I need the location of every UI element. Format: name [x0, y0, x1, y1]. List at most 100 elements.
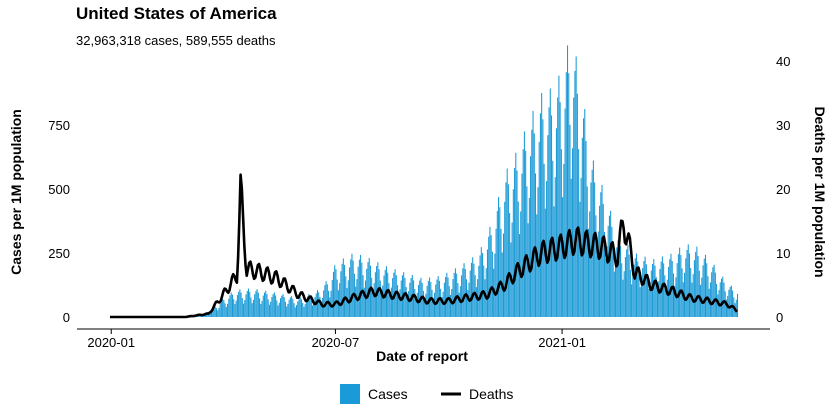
- cases-bar: [530, 156, 532, 317]
- cases-bar: [674, 285, 676, 317]
- cases-bar: [257, 292, 259, 317]
- cases-bar: [289, 297, 291, 317]
- cases-bar: [443, 282, 445, 317]
- cases-bar: [711, 272, 713, 317]
- cases-bar: [373, 283, 375, 317]
- cases-bar: [463, 263, 465, 317]
- cases-bar: [246, 290, 248, 317]
- cases-bar: [649, 281, 651, 317]
- cases-bar: [627, 244, 629, 317]
- cases-bar: [431, 289, 433, 317]
- cases-bar: [594, 182, 596, 317]
- cases-bar: [348, 267, 351, 317]
- cases-bar: [702, 265, 704, 317]
- cases-bar: [213, 306, 215, 317]
- cases-bar: [607, 225, 609, 317]
- cases-bar: [249, 291, 251, 317]
- cases-bar: [686, 249, 688, 317]
- cases-bar: [324, 285, 326, 317]
- cases-bar: [645, 264, 647, 317]
- cases-bar: [224, 303, 226, 317]
- cases-bar: [318, 292, 320, 317]
- cases-bar: [390, 287, 392, 317]
- cases-bar: [565, 72, 567, 317]
- cases-bar: [251, 303, 253, 317]
- cases-bar: [571, 148, 573, 317]
- cases-bar: [511, 222, 513, 317]
- cases-bar: [286, 306, 288, 317]
- cases-bar: [635, 253, 638, 317]
- cases-bar: [293, 303, 295, 317]
- cases-bar: [314, 296, 316, 317]
- y-right-axis-title: Deaths per 1M population: [812, 106, 828, 277]
- cases-bar: [590, 182, 592, 317]
- cases-bar: [341, 263, 343, 317]
- cases-bar: [426, 285, 428, 317]
- x-tick-label: 2020-01: [87, 335, 135, 350]
- cases-bar: [427, 280, 429, 317]
- cases-bar: [732, 290, 734, 317]
- cases-bar: [518, 234, 521, 317]
- cases-bar: [583, 118, 585, 317]
- cases-bar: [559, 102, 561, 318]
- cases-bar: [576, 93, 578, 317]
- cases-bar: [717, 294, 719, 317]
- cases-bar: [596, 246, 598, 317]
- cases-bar: [618, 235, 620, 317]
- cases-bar: [574, 70, 576, 317]
- x-tick-label: 2021-01: [538, 335, 586, 350]
- cases-bar: [656, 288, 658, 317]
- cases-bar: [482, 253, 484, 317]
- cases-bar: [569, 124, 571, 317]
- cases-bar: [509, 212, 511, 317]
- cases-bar: [245, 294, 247, 317]
- cases-bar: [278, 302, 280, 317]
- cases-bar: [362, 275, 364, 317]
- cases-bar: [550, 115, 553, 318]
- cases-bar: [382, 285, 384, 317]
- cases-bar: [490, 235, 492, 317]
- cases-bar: [489, 226, 491, 317]
- cases-bar: [437, 276, 439, 317]
- cases-bar: [729, 286, 731, 317]
- cases-bar: [515, 152, 517, 317]
- y-right-axis-ticks: 0 10 20 30 40: [776, 54, 790, 325]
- cases-bar: [452, 279, 454, 317]
- cases-bar: [679, 247, 681, 317]
- cases-bar: [475, 287, 477, 317]
- cases-bar: [198, 316, 200, 317]
- cases-bar: [626, 249, 628, 317]
- cases-bar: [296, 305, 298, 317]
- cases-bar: [728, 289, 730, 317]
- cases-bar: [342, 258, 344, 317]
- cases-bar: [234, 303, 236, 317]
- cases-bar: [512, 189, 514, 317]
- cases-bar: [690, 268, 692, 317]
- cases-bar: [603, 231, 606, 317]
- cases-bar: [495, 228, 497, 317]
- cases-bar: [211, 309, 213, 317]
- cases-bar: [302, 303, 304, 317]
- cases-bar: [197, 315, 199, 317]
- cases-bar: [360, 254, 362, 317]
- cases-bar: [298, 299, 300, 317]
- cases-bar: [207, 313, 209, 317]
- cases-bar: [548, 107, 550, 317]
- cases-bar: [263, 292, 266, 317]
- y-left-tick-label: 500: [48, 182, 70, 197]
- cases-bar: [575, 56, 577, 318]
- cases-bar: [714, 272, 716, 317]
- cases-bar: [304, 304, 306, 317]
- cases-bar: [546, 181, 548, 317]
- cases-bar: [310, 300, 312, 317]
- cases-bar: [208, 313, 210, 317]
- cases-bar: [517, 201, 519, 317]
- cases-bar: [720, 278, 723, 317]
- cases-bar: [485, 268, 487, 317]
- cases-bar: [222, 298, 224, 317]
- cases-bar: [331, 279, 333, 317]
- cases-bar: [271, 296, 273, 317]
- cases-bar: [254, 294, 256, 317]
- cases-bar: [719, 282, 721, 317]
- cases-bar: [446, 272, 448, 317]
